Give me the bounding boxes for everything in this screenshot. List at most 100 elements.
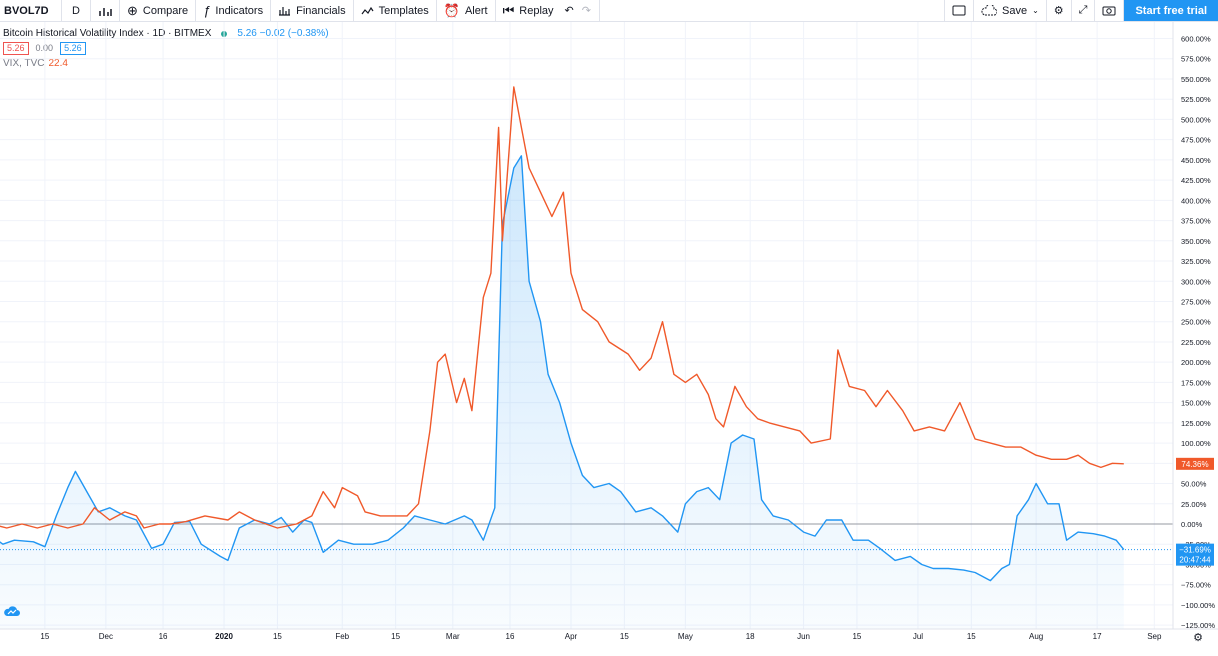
settings-button[interactable]: ⚙: [1047, 0, 1072, 21]
y-tick-label: 250.00%: [1181, 318, 1211, 327]
x-tick-label: 15: [852, 632, 861, 641]
indicators-button[interactable]: ƒ Indicators: [196, 0, 272, 21]
y-tick-label: 275.00%: [1181, 297, 1211, 306]
vix-price-label-bg: [1176, 457, 1214, 470]
top-toolbar: BVOL7D D ⊕ Compare ƒ Indicators Financia…: [0, 0, 1218, 22]
y-tick-label: 300.00%: [1181, 277, 1211, 286]
y-tick-label: 450.00%: [1181, 156, 1211, 165]
y-tick-label: 175.00%: [1181, 378, 1211, 387]
replay-icon: ⏮: [502, 2, 515, 18]
chart-legend: Bitcoin Historical Volatility Index · 1D…: [3, 26, 329, 71]
price-box-2: 0.00: [35, 43, 54, 53]
axis-settings-gear-icon[interactable]: ⚙: [1193, 631, 1203, 644]
plus-circle-icon: ⊕: [127, 2, 138, 18]
y-tick-label: 350.00%: [1181, 237, 1211, 246]
y-tick-label: 200.00%: [1181, 358, 1211, 367]
y-tick-label: −100.00%: [1181, 601, 1215, 610]
undo-button[interactable]: ↶: [561, 0, 578, 21]
financials-label: Financials: [296, 4, 346, 17]
vix-value: 22.4: [48, 58, 68, 69]
templates-label: Templates: [378, 4, 429, 17]
y-tick-label: 375.00%: [1181, 217, 1211, 226]
x-tick-label: Apr: [565, 632, 578, 641]
save-button[interactable]: Save ⌄: [974, 0, 1047, 21]
vix-price-label: 74.36%: [1181, 460, 1208, 469]
undo-icon: ↶: [564, 5, 574, 17]
y-tick-label: 550.00%: [1181, 75, 1211, 84]
y-tick-label: 225.00%: [1181, 338, 1211, 347]
indicators-label: Indicators: [215, 4, 264, 17]
y-tick-label: −75.00%: [1181, 581, 1211, 590]
x-tick-label: 15: [967, 632, 976, 641]
x-tick-label: Aug: [1029, 632, 1043, 641]
y-tick-label: 575.00%: [1181, 55, 1211, 64]
price-box-3: 5.26: [60, 42, 86, 55]
symbol-label: BVOL7D: [4, 4, 49, 17]
y-tick-label: 25.00%: [1181, 500, 1207, 509]
redo-icon: ↷: [581, 5, 591, 17]
x-tick-label: Feb: [335, 632, 349, 641]
y-tick-label: 150.00%: [1181, 399, 1211, 408]
alert-button[interactable]: ⏰ Alert: [437, 0, 496, 21]
chart-type-button[interactable]: [91, 0, 120, 21]
y-tick-label: 475.00%: [1181, 136, 1211, 145]
bvol-price-label: −31.69%: [1179, 546, 1211, 555]
x-tick-label: Sep: [1147, 632, 1162, 641]
fullscreen-button[interactable]: ⤢: [1072, 0, 1096, 21]
function-icon: ƒ: [203, 3, 211, 18]
fullscreen-icon: ⤢: [1078, 4, 1088, 16]
y-tick-label: 600.00%: [1181, 35, 1211, 44]
bvol-area-fill: [0, 155, 1124, 629]
x-tick-label: 2020: [215, 632, 233, 641]
alarm-clock-icon: ⏰: [443, 2, 460, 18]
save-label: Save: [1002, 4, 1028, 17]
y-tick-label: 425.00%: [1181, 176, 1211, 185]
y-tick-label: −125.00%: [1181, 621, 1215, 630]
ohlc-boxes: 5.26 0.00 5.26: [3, 41, 329, 56]
y-tick-label: 50.00%: [1181, 480, 1207, 489]
series-value: 5.26 −0.02 (−0.38%): [237, 28, 329, 39]
templates-icon: [361, 6, 374, 15]
y-tick-label: 325.00%: [1181, 257, 1211, 266]
templates-button[interactable]: Templates: [354, 0, 437, 21]
x-tick-label: Jun: [797, 632, 810, 641]
symbol-search[interactable]: BVOL7D: [0, 0, 62, 21]
x-tick-label: 15: [620, 632, 629, 641]
x-tick-label: 15: [273, 632, 282, 641]
bar-countdown-label: 20:47:44: [1179, 556, 1211, 565]
x-tick-label: Jul: [913, 632, 923, 641]
vix-label: VIX, TVC: [3, 58, 45, 69]
x-tick-label: 17: [1093, 632, 1102, 641]
chevron-down-icon: ⌄: [1032, 6, 1039, 15]
price-box-1: 5.26: [3, 42, 29, 55]
y-tick-label: 500.00%: [1181, 115, 1211, 124]
x-tick-label: 15: [391, 632, 400, 641]
cloud-icon: [981, 5, 997, 16]
x-tick-label: 15: [40, 632, 49, 641]
interval-label: D: [72, 4, 80, 17]
x-tick-label: May: [678, 632, 693, 641]
y-tick-label: 100.00%: [1181, 439, 1211, 448]
vix-series-line[interactable]: [0, 86, 1124, 529]
replay-button[interactable]: ⏮ Replay: [496, 0, 561, 21]
x-tick-label: Dec: [99, 632, 113, 641]
compare-button[interactable]: ⊕ Compare: [120, 0, 197, 21]
x-tick-label: 16: [159, 632, 168, 641]
x-tick-label: 18: [746, 632, 755, 641]
vix-legend[interactable]: VIX, TVC 22.4: [3, 56, 329, 71]
x-tick-label: 16: [506, 632, 515, 641]
x-tick-label: Mar: [446, 632, 460, 641]
layout-icon: [952, 5, 966, 16]
start-trial-button[interactable]: Start free trial: [1124, 0, 1218, 21]
redo-button[interactable]: ↷: [578, 0, 600, 21]
camera-icon: [1102, 6, 1116, 16]
alert-label: Alert: [464, 4, 488, 17]
y-tick-label: 400.00%: [1181, 196, 1211, 205]
layout-button[interactable]: [944, 0, 974, 21]
series-title[interactable]: Bitcoin Historical Volatility Index · 1D…: [3, 28, 212, 39]
price-chart[interactable]: 600.00% 575.00% 550.00% 525.00% 500.00% 475.0…: [0, 22, 1218, 656]
snapshot-button[interactable]: [1095, 0, 1125, 21]
financials-button[interactable]: Financials: [271, 0, 354, 21]
tradingview-cloud-icon[interactable]: [4, 605, 20, 617]
interval-button[interactable]: D: [62, 0, 91, 21]
